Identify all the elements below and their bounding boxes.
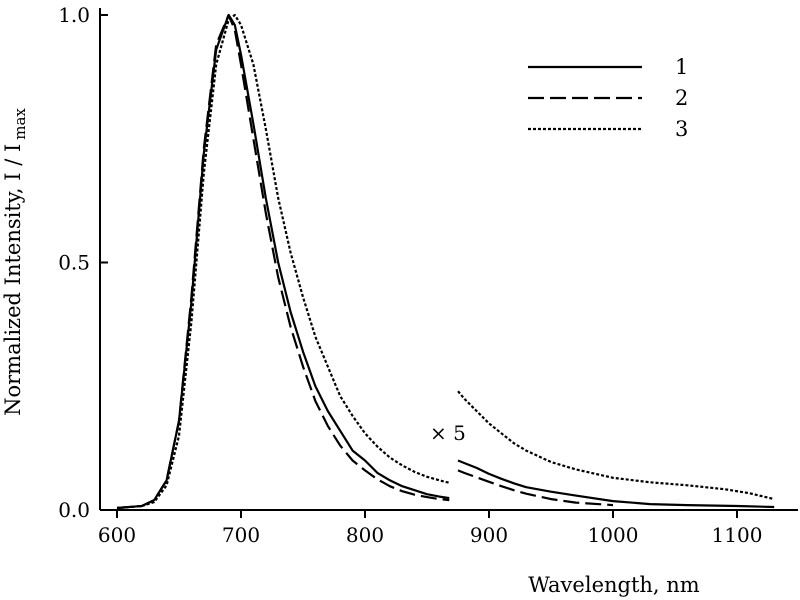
x-tick-label: 1100 bbox=[712, 523, 763, 547]
series-layer bbox=[116, 13, 775, 510]
series-1-line-segment-1 bbox=[116, 13, 450, 510]
legend-label-1: 1 bbox=[675, 55, 688, 79]
series-2-line-segment-1 bbox=[116, 13, 450, 510]
x-tick-label: 600 bbox=[98, 523, 136, 547]
x-tick-label: 900 bbox=[470, 523, 508, 547]
y-axis-title-subscript: max bbox=[11, 108, 29, 140]
legend-label-3: 3 bbox=[675, 117, 688, 141]
scale-annotation: × 5 bbox=[430, 421, 466, 445]
series-2 bbox=[116, 13, 614, 510]
y-axis-title: Normalized Intensity, I / I max bbox=[1, 108, 29, 416]
x-tick-label: 700 bbox=[222, 523, 260, 547]
x-axis-title: Wavelength, nm bbox=[528, 573, 700, 597]
y-tick-label: 0.0 bbox=[58, 498, 90, 522]
y-axis-title-group: Normalized Intensity, I / I max bbox=[1, 108, 29, 416]
axes: 0.0 0.5 1.0 600 700 800 900 1000 1100 bbox=[58, 3, 798, 547]
y-tick-label: 0.5 bbox=[58, 251, 90, 275]
series-1-line-segment-2 bbox=[457, 459, 775, 509]
legend-label-2: 2 bbox=[675, 86, 688, 110]
y-axis-title-main: Normalized Intensity, I / I bbox=[1, 144, 25, 416]
series-3 bbox=[116, 13, 775, 510]
series-3-line-segment-2 bbox=[457, 390, 775, 501]
y-tick-label: 1.0 bbox=[58, 3, 90, 27]
x-tick-label: 1000 bbox=[588, 523, 639, 547]
legend: 1 2 3 bbox=[528, 55, 688, 141]
x-tick-label: 800 bbox=[346, 523, 384, 547]
series-2-line-segment-2 bbox=[457, 469, 614, 507]
series-3-line-segment-1 bbox=[116, 13, 450, 510]
